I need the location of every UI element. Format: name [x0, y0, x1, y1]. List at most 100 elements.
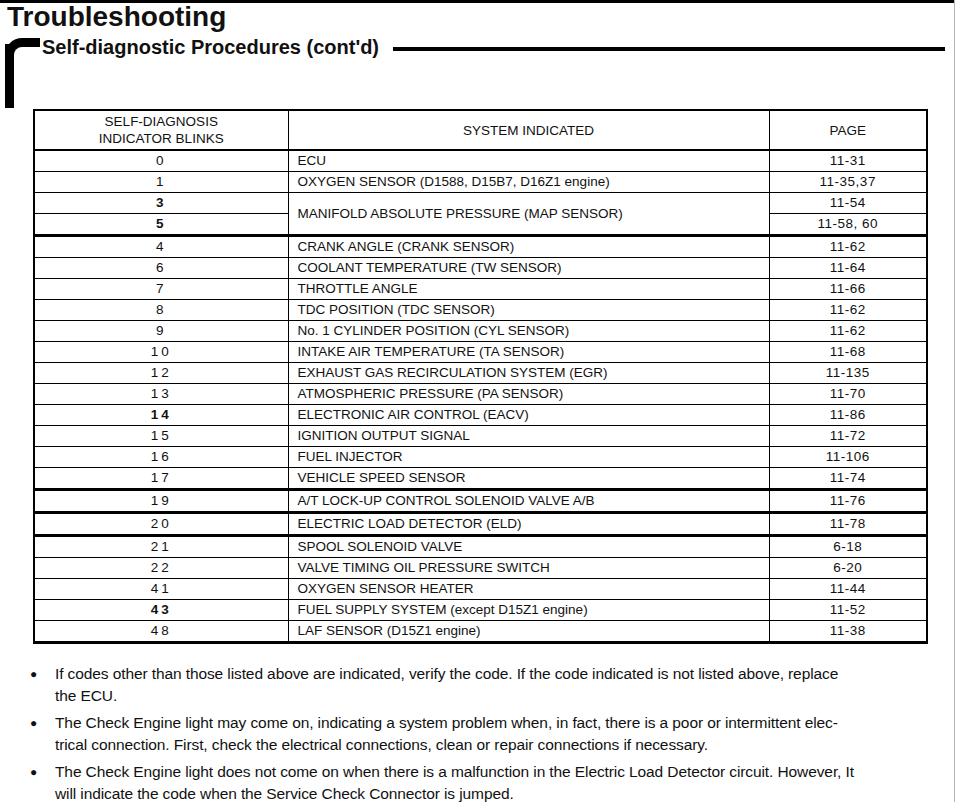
table-row: 0 ECU 11-31 — [34, 150, 927, 172]
page-cell: 11-68 — [769, 342, 927, 363]
page-cell: 11-62 — [769, 321, 927, 342]
blinks-cell: 13 — [34, 384, 288, 405]
blinks-cell: 7 — [34, 279, 288, 300]
table-row: 4 CRANK ANGLE (CRANK SENSOR) 11-62 — [34, 236, 927, 258]
diagnostic-codes-table: SELF-DIAGNOSIS INDICATOR BLINKS SYSTEM I… — [33, 109, 928, 644]
page-cell: 11-86 — [769, 405, 927, 426]
blinks-cell: 9 — [34, 321, 288, 342]
page-cell: 11-44 — [769, 579, 927, 600]
section-bracket-icon — [5, 38, 37, 108]
table-row: 17 VEHICLE SPEED SENSOR 11-74 — [34, 468, 927, 490]
table-row: 9 No. 1 CYLINDER POSITION (CYL SENSOR) 1… — [34, 321, 927, 342]
note-item: ● The Check Engine light may come on, in… — [30, 712, 942, 756]
table-row: 16 FUEL INJECTOR 11-106 — [34, 447, 927, 468]
note-line: The Check Engine light does not come on … — [55, 761, 854, 783]
system-cell: FUEL SUPPLY SYSTEM (except D15Z1 engine) — [288, 600, 769, 621]
table-row: 20 ELECTRIC LOAD DETECTOR (ELD) 11-78 — [34, 513, 927, 536]
table-row: 41 OXYGEN SENSOR HEATER 11-44 — [34, 579, 927, 600]
page-cell: 11-66 — [769, 279, 927, 300]
page-cell: 6-18 — [769, 536, 927, 558]
system-cell: VALVE TIMING OIL PRESSURE SWITCH — [288, 558, 769, 579]
note-text: If codes other than those listed above a… — [55, 663, 838, 707]
page-cell: 11-38 — [769, 621, 927, 643]
table-row: 21 SPOOL SOLENOID VALVE 6-18 — [34, 536, 927, 558]
bracket-hook — [5, 38, 40, 67]
blinks-cell: 17 — [34, 468, 288, 490]
system-cell: VEHICLE SPEED SENSOR — [288, 468, 769, 490]
page-cell: 11-62 — [769, 236, 927, 258]
blinks-cell: 48 — [34, 621, 288, 643]
bullet-icon: ● — [30, 761, 55, 802]
page-cell: 11-35,37 — [769, 172, 927, 193]
blinks-cell: 22 — [34, 558, 288, 579]
note-item: ● If codes other than those listed above… — [30, 663, 942, 707]
system-cell: CRANK ANGLE (CRANK SENSOR) — [288, 236, 769, 258]
page-cell: 11-74 — [769, 468, 927, 490]
system-cell: ELECTRONIC AIR CONTROL (EACV) — [288, 405, 769, 426]
table-row: 7 THROTTLE ANGLE 11-66 — [34, 279, 927, 300]
note-line: the ECU. — [55, 685, 838, 707]
table-row: 22 VALVE TIMING OIL PRESSURE SWITCH 6-20 — [34, 558, 927, 579]
system-cell: INTAKE AIR TEMPERATURE (TA SENSOR) — [288, 342, 769, 363]
note-line: will indicate the code when the Service … — [55, 783, 854, 802]
header-blinks: SELF-DIAGNOSIS INDICATOR BLINKS — [34, 110, 288, 150]
note-line: trical connection. First, check the elec… — [55, 734, 838, 756]
page-cell: 11-58, 60 — [769, 214, 927, 236]
note-line: The Check Engine light may come on, indi… — [55, 712, 838, 734]
page-cell: 11-78 — [769, 513, 927, 536]
note-text: The Check Engine light does not come on … — [55, 761, 854, 802]
table-row: 19 A/T LOCK-UP CONTROL SOLENOID VALVE A/… — [34, 490, 927, 513]
blinks-cell: 15 — [34, 426, 288, 447]
blinks-cell: 14 — [34, 405, 288, 426]
table-row: 14 ELECTRONIC AIR CONTROL (EACV) 11-86 — [34, 405, 927, 426]
page-cell: 11-52 — [769, 600, 927, 621]
table-row: 6 COOLANT TEMPERATURE (TW SENSOR) 11-64 — [34, 258, 927, 279]
system-cell: SPOOL SOLENOID VALVE — [288, 536, 769, 558]
table-row: 13 ATMOSPHERIC PRESSURE (PA SENSOR) 11-7… — [34, 384, 927, 405]
system-cell: A/T LOCK-UP CONTROL SOLENOID VALVE A/B — [288, 490, 769, 513]
section-header: Self-diagnostic Procedures (cont'd) — [42, 36, 945, 59]
header-blinks-line2: INDICATOR BLINKS — [35, 130, 288, 147]
blinks-cell: 16 — [34, 447, 288, 468]
page-cell: 11-62 — [769, 300, 927, 321]
page-cell: 11-70 — [769, 384, 927, 405]
table-row: 8 TDC POSITION (TDC SENSOR) 11-62 — [34, 300, 927, 321]
table-header-row: SELF-DIAGNOSIS INDICATOR BLINKS SYSTEM I… — [34, 110, 927, 150]
system-cell: MANIFOLD ABSOLUTE PRESSURE (MAP SENSOR) — [288, 193, 769, 236]
blinks-cell: 8 — [34, 300, 288, 321]
blinks-cell: 5 — [34, 214, 288, 236]
table-row: 3 MANIFOLD ABSOLUTE PRESSURE (MAP SENSOR… — [34, 193, 927, 214]
page-cell: 11-54 — [769, 193, 927, 214]
system-cell: THROTTLE ANGLE — [288, 279, 769, 300]
section-title-rule — [393, 47, 945, 51]
page-cell: 11-106 — [769, 447, 927, 468]
header-system: SYSTEM INDICATED — [288, 110, 769, 150]
page-cell: 11-135 — [769, 363, 927, 384]
bullet-icon: ● — [30, 663, 55, 707]
system-cell: EXHAUST GAS RECIRCULATION SYSTEM (EGR) — [288, 363, 769, 384]
system-cell: COOLANT TEMPERATURE (TW SENSOR) — [288, 258, 769, 279]
blinks-cell: 43 — [34, 600, 288, 621]
bullet-icon: ● — [30, 712, 55, 756]
table-row: 15 IGNITION OUTPUT SIGNAL 11-72 — [34, 426, 927, 447]
note-text: The Check Engine light may come on, indi… — [55, 712, 838, 756]
table-row: 1 OXYGEN SENSOR (D1588, D15B7, D16Z1 eng… — [34, 172, 927, 193]
page-cell: 11-31 — [769, 150, 927, 172]
system-cell: OXYGEN SENSOR (D1588, D15B7, D16Z1 engin… — [288, 172, 769, 193]
blinks-cell: 0 — [34, 150, 288, 172]
system-cell: No. 1 CYLINDER POSITION (CYL SENSOR) — [288, 321, 769, 342]
blinks-cell: 12 — [34, 363, 288, 384]
system-cell: FUEL INJECTOR — [288, 447, 769, 468]
blinks-cell: 3 — [34, 193, 288, 214]
system-cell: IGNITION OUTPUT SIGNAL — [288, 426, 769, 447]
system-cell: ELECTRIC LOAD DETECTOR (ELD) — [288, 513, 769, 536]
header-page: PAGE — [769, 110, 927, 150]
page-cell: 11-76 — [769, 490, 927, 513]
header-blinks-line1: SELF-DIAGNOSIS — [35, 113, 288, 130]
blinks-cell: 19 — [34, 490, 288, 513]
note-line: If codes other than those listed above a… — [55, 663, 838, 685]
blinks-cell: 1 — [34, 172, 288, 193]
page-title: Troubleshooting — [7, 1, 226, 33]
table-row: 10 INTAKE AIR TEMPERATURE (TA SENSOR) 11… — [34, 342, 927, 363]
blinks-cell: 4 — [34, 236, 288, 258]
